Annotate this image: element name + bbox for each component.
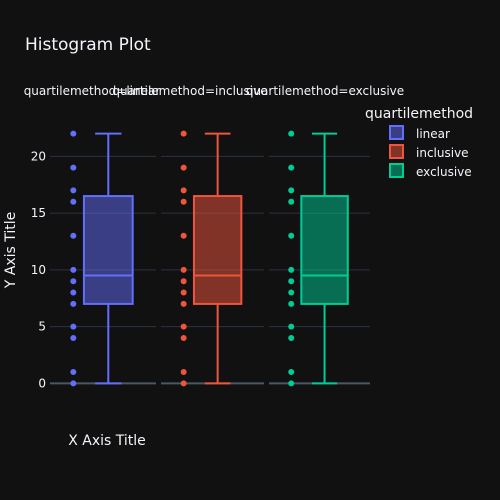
data-point[interactable] bbox=[180, 369, 187, 376]
chart-title: Histogram Plot bbox=[25, 35, 151, 55]
box[interactable] bbox=[300, 195, 349, 305]
legend-swatch-exclusive[interactable] bbox=[389, 163, 404, 178]
data-point[interactable] bbox=[288, 380, 295, 387]
y-tick-label: 20 bbox=[31, 149, 46, 163]
data-point[interactable] bbox=[180, 380, 187, 387]
box[interactable] bbox=[192, 195, 243, 305]
data-point[interactable] bbox=[70, 164, 77, 171]
data-point[interactable] bbox=[288, 187, 295, 194]
data-point[interactable] bbox=[70, 323, 77, 330]
box[interactable] bbox=[82, 195, 134, 305]
data-point[interactable] bbox=[70, 232, 77, 239]
y-axis: 0 5 10 15 20 bbox=[31, 149, 46, 390]
data-point[interactable] bbox=[288, 289, 295, 296]
grid-lines bbox=[50, 155, 370, 385]
data-point[interactable] bbox=[288, 334, 295, 341]
data-point[interactable] bbox=[180, 289, 187, 296]
data-point[interactable] bbox=[180, 334, 187, 341]
legend-entry-inclusive[interactable]: inclusive bbox=[416, 146, 469, 160]
data-point[interactable] bbox=[288, 278, 295, 285]
legend-swatch-linear[interactable] bbox=[389, 125, 404, 140]
data-point[interactable] bbox=[70, 380, 77, 387]
data-point[interactable] bbox=[180, 323, 187, 330]
data-point[interactable] bbox=[180, 278, 187, 285]
data-point[interactable] bbox=[288, 130, 295, 137]
facet-inclusive: quartilemethod=inclusive bbox=[112, 84, 268, 387]
facet-label: quartilemethod=linear bbox=[24, 84, 161, 98]
data-point[interactable] bbox=[288, 198, 295, 205]
x-axis-title: X Axis Title bbox=[68, 433, 146, 449]
data-point[interactable] bbox=[70, 198, 77, 205]
data-point[interactable] bbox=[70, 289, 77, 296]
data-point[interactable] bbox=[70, 300, 77, 307]
legend-entry-exclusive[interactable]: exclusive bbox=[416, 165, 472, 179]
data-point[interactable] bbox=[288, 164, 295, 171]
y-tick-label: 0 bbox=[38, 376, 46, 390]
data-point[interactable] bbox=[288, 323, 295, 330]
data-point[interactable] bbox=[288, 369, 295, 376]
data-point[interactable] bbox=[180, 232, 187, 239]
data-point[interactable] bbox=[288, 300, 295, 307]
data-point[interactable] bbox=[180, 187, 187, 194]
data-point[interactable] bbox=[70, 130, 77, 137]
facet-label: quartilemethod=exclusive bbox=[246, 84, 404, 98]
facet-panels: quartilemethod=linearquartilemethod=incl… bbox=[24, 84, 404, 387]
y-tick-label: 15 bbox=[31, 206, 46, 220]
legend[interactable]: quartilemethod linear inclusive exclusive bbox=[365, 106, 473, 179]
data-point[interactable] bbox=[70, 278, 77, 285]
data-point[interactable] bbox=[70, 266, 77, 273]
data-point[interactable] bbox=[70, 334, 77, 341]
facet-label: quartilemethod=inclusive bbox=[112, 84, 267, 98]
data-point[interactable] bbox=[180, 164, 187, 171]
data-point[interactable] bbox=[288, 232, 295, 239]
data-point[interactable] bbox=[180, 266, 187, 273]
legend-entry-linear[interactable]: linear bbox=[416, 127, 450, 141]
legend-swatch-inclusive[interactable] bbox=[389, 144, 404, 159]
data-point[interactable] bbox=[70, 369, 77, 376]
data-point[interactable] bbox=[288, 266, 295, 273]
facet-linear: quartilemethod=linear bbox=[24, 84, 161, 387]
data-point[interactable] bbox=[180, 198, 187, 205]
y-tick-label: 10 bbox=[31, 263, 46, 277]
y-tick-label: 5 bbox=[38, 320, 46, 334]
legend-title: quartilemethod bbox=[365, 106, 473, 122]
data-point[interactable] bbox=[70, 187, 77, 194]
facet-exclusive: quartilemethod=exclusive bbox=[246, 84, 404, 387]
y-axis-title: Y Axis Title bbox=[3, 212, 19, 290]
data-point[interactable] bbox=[180, 130, 187, 137]
data-point[interactable] bbox=[180, 300, 187, 307]
